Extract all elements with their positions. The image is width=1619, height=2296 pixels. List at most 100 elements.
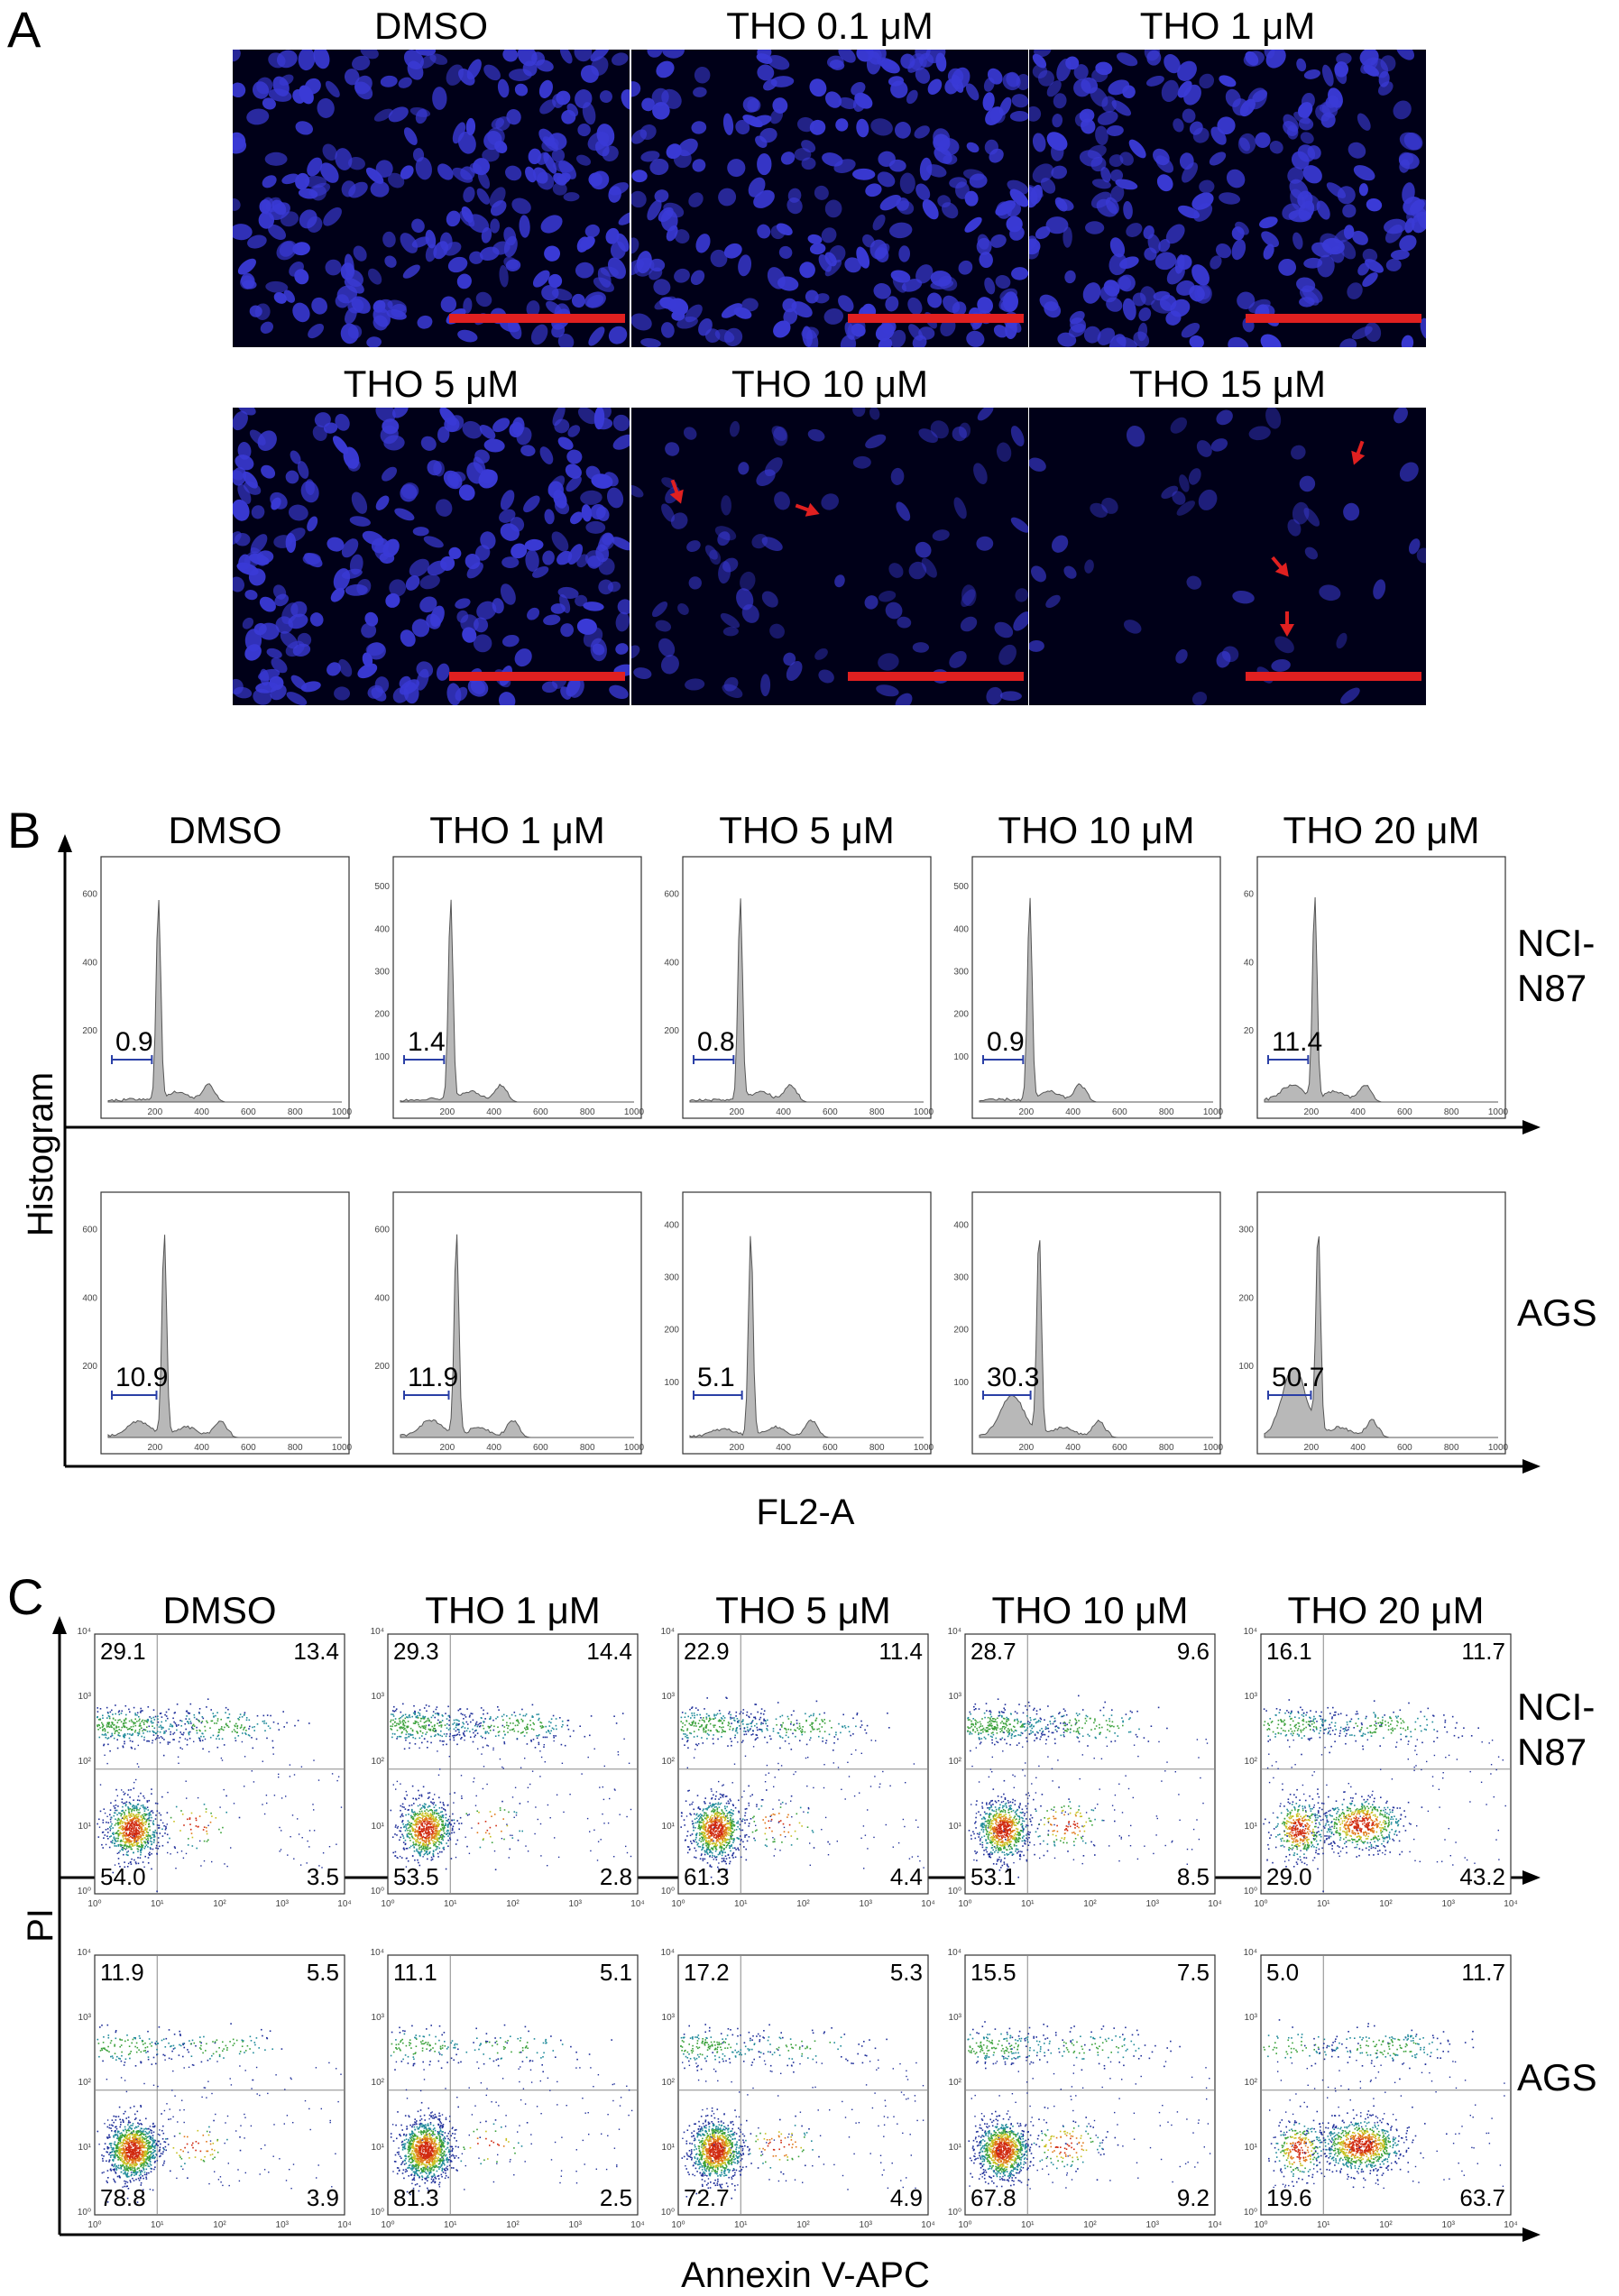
- y-tick-label: 600: [82, 890, 97, 900]
- histogram-plot: 0.9 200 400 600 800 1000 100 200 300 400 500: [953, 856, 1224, 1119]
- quadrant-lower-left-percentage: 78.8: [100, 2184, 146, 2211]
- x-tick-label: 1000: [624, 1107, 645, 1117]
- x-log-tick: 10³: [1146, 2220, 1160, 2230]
- y-log-tick: 10²: [78, 2078, 92, 2088]
- y-log-tick: 10⁰: [371, 1887, 384, 1896]
- y-tick-label: 600: [82, 1226, 97, 1235]
- quadrant-lower-left-percentage: 29.0: [1266, 1863, 1312, 1890]
- sub-g1-percentage: 0.9: [987, 1027, 1025, 1057]
- y-log-tick: 10⁰: [1244, 1887, 1257, 1896]
- x-tick-label: 200: [729, 1107, 744, 1117]
- y-log-tick: 10¹: [949, 2143, 962, 2153]
- y-tick-label: 200: [1238, 1293, 1254, 1303]
- quadrant-lower-right-percentage: 2.5: [600, 2184, 632, 2211]
- dotplot: 5.0 11.7 19.6 63.7 10⁰ 10⁰ 10¹ 10¹ 10² 10² 10³ 10³ 1…: [1244, 1948, 1518, 2230]
- y-tick-label: 400: [82, 958, 97, 968]
- x-tick-label: 600: [533, 1443, 548, 1453]
- x-log-tick: 10¹: [734, 1899, 748, 1909]
- y-log-tick: 10²: [949, 1757, 962, 1767]
- x-tick-label: 1000: [1488, 1107, 1509, 1117]
- x-tick-label: 200: [1018, 1107, 1034, 1117]
- quadrant-upper-right-percentage: 9.6: [1177, 1638, 1210, 1665]
- sub-g1-percentage: 30.3: [987, 1363, 1039, 1392]
- x-log-tick: 10³: [860, 1899, 873, 1909]
- dotplot: 29.3 14.4 53.5 2.8 10⁰ 10⁰ 10¹ 10¹ 10² 10² 10³ 10³ 1…: [371, 1627, 645, 1909]
- histogram-plot: 5.1 200 400 600 800 1000 100 200 300 400: [664, 1191, 934, 1455]
- quadrant-lower-left-percentage: 81.3: [393, 2184, 439, 2211]
- x-tick-label: 800: [869, 1107, 885, 1117]
- quadrant-lower-right-percentage: 3.5: [307, 1863, 339, 1890]
- quadrant-upper-right-percentage: 11.4: [878, 1638, 923, 1665]
- histogram-column-title: THO 5 μM: [719, 809, 895, 851]
- histogram-plot: 30.3 200 400 600 800 1000 100 200 300 400: [953, 1191, 1224, 1455]
- x-log-tick: 10³: [276, 2220, 290, 2230]
- y-log-tick: 10¹: [78, 2143, 92, 2153]
- y-log-tick: 10⁰: [661, 1887, 675, 1896]
- y-log-tick: 10⁴: [78, 1627, 91, 1637]
- y-tick-label: 300: [1238, 1226, 1254, 1235]
- panel-a-micrographs: DMSO THO 0.1 μM THO 1 μM THO 5 μM THO 10 μM T…: [233, 5, 1426, 705]
- y-log-tick: 10²: [372, 1757, 385, 1767]
- y-tick-label: 100: [374, 1052, 390, 1062]
- quadrant-lower-right-percentage: 4.4: [890, 1863, 923, 1890]
- y-tick-label: 100: [1238, 1362, 1254, 1372]
- x-log-tick: 10³: [1442, 1899, 1456, 1909]
- y-log-tick: 10²: [662, 1757, 676, 1767]
- panel-a-letter: A: [7, 1, 41, 58]
- y-tick-label: 40: [1244, 958, 1255, 968]
- x-tick-label: 400: [1065, 1107, 1081, 1117]
- quadrant-lower-right-percentage: 2.8: [600, 1863, 632, 1890]
- y-log-tick: 10⁴: [371, 1627, 384, 1637]
- quadrant-upper-left-percentage: 29.1: [100, 1638, 146, 1665]
- y-log-tick: 10⁴: [1244, 1948, 1257, 1958]
- y-log-tick: 10⁴: [1244, 1627, 1257, 1637]
- x-tick-label: 800: [288, 1443, 303, 1453]
- histogram-plot: 10.9 200 400 600 800 1000 200 400 600: [82, 1191, 353, 1455]
- y-tick-label: 200: [953, 1326, 969, 1336]
- sub-g1-percentage: 11.4: [1272, 1027, 1322, 1057]
- quadrant-upper-left-percentage: 16.1: [1266, 1638, 1312, 1665]
- y-log-tick: 10³: [949, 1692, 962, 1702]
- y-log-tick: 10³: [78, 2013, 92, 2023]
- y-log-tick: 10²: [1245, 2078, 1258, 2088]
- x-log-tick: 10²: [796, 1899, 810, 1909]
- x-tick-label: 200: [439, 1107, 455, 1117]
- x-log-tick: 10⁰: [87, 1899, 101, 1909]
- y-tick-label: 200: [374, 1362, 390, 1372]
- y-tick-label: 300: [953, 967, 969, 977]
- dotplot: 11.1 5.1 81.3 2.5 10⁰ 10⁰ 10¹ 10¹ 10² 10² 10³ 10³ 10…: [371, 1948, 645, 2230]
- sub-g1-percentage: 0.8: [697, 1027, 735, 1057]
- x-log-tick: 10²: [506, 2220, 520, 2230]
- quadrant-upper-right-percentage: 11.7: [1461, 1638, 1505, 1665]
- x-tick-label: 1000: [914, 1443, 934, 1453]
- x-tick-label: 800: [580, 1107, 595, 1117]
- x-tick-label: 600: [1397, 1107, 1412, 1117]
- x-log-tick: 10⁰: [671, 2220, 685, 2230]
- x-tick-label: 800: [869, 1443, 885, 1453]
- x-tick-label: 1000: [332, 1107, 353, 1117]
- x-log-tick: 10²: [1379, 2220, 1393, 2230]
- x-tick-label: 600: [241, 1107, 256, 1117]
- panel-c-letter: C: [7, 1568, 43, 1625]
- x-tick-label: 400: [776, 1107, 791, 1117]
- dotplot-column-title: THO 10 μM: [992, 1589, 1189, 1631]
- dotplot-column-title: THO 5 μM: [715, 1589, 891, 1631]
- y-tick-label: 100: [953, 1378, 969, 1388]
- y-log-tick: 10³: [662, 2013, 676, 2023]
- panel-b-letter: B: [7, 802, 41, 859]
- y-log-tick: 10⁴: [948, 1948, 961, 1958]
- y-tick-label: 200: [664, 1326, 679, 1336]
- histogram-plot: 0.8 200 400 600 800 1000 200 400 600: [664, 856, 934, 1119]
- histogram-plot: 50.7 200 400 600 800 1000 100 200 300: [1238, 1191, 1509, 1455]
- y-log-tick: 10⁴: [78, 1948, 91, 1958]
- quadrant-upper-left-percentage: 11.1: [393, 1959, 437, 1986]
- panel-c-dotplots: DMSO THO 1 μM THO 5 μM THO 10 μM THO 20 μM NC…: [52, 1589, 1597, 2242]
- y-tick-label: 300: [664, 1273, 679, 1283]
- x-tick-label: 400: [486, 1443, 501, 1453]
- panel-c-y-axis-label: PI: [21, 1908, 60, 1942]
- quadrant-upper-right-percentage: 5.5: [307, 1959, 339, 1986]
- x-log-tick: 10⁰: [1254, 2220, 1267, 2230]
- y-tick-label: 400: [82, 1293, 97, 1303]
- quadrant-upper-left-percentage: 15.5: [970, 1959, 1016, 1986]
- x-tick-label: 600: [241, 1443, 256, 1453]
